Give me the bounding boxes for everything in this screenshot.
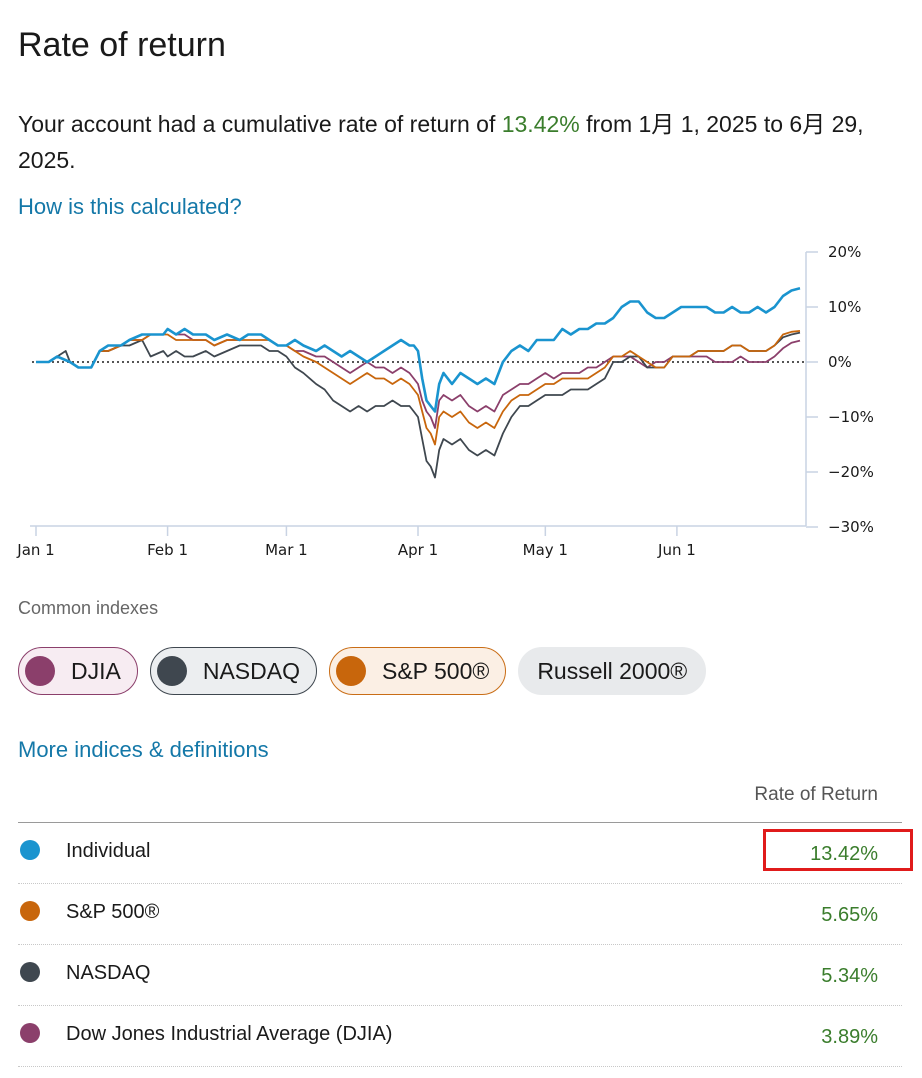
- x-tick-label: Apr 1: [398, 541, 438, 559]
- table-row: NASDAQ 5.34%: [18, 945, 902, 1006]
- more-indices-link[interactable]: More indices & definitions: [18, 737, 269, 762]
- djia-color-dot: [25, 656, 55, 686]
- page-title: Rate of return: [18, 26, 226, 64]
- row-value: 3.89%: [821, 1026, 878, 1048]
- index-pill-group: DJIA NASDAQ S&P 500® Russell 2000®: [18, 647, 707, 695]
- y-tick-label: −30%: [828, 518, 874, 536]
- row-name: Individual: [66, 840, 151, 862]
- y-tick-label: 0%: [828, 353, 852, 371]
- highlight-box: [763, 829, 913, 871]
- sp500-color-dot: [335, 656, 366, 686]
- index-pill-nasdaq[interactable]: NASDAQ: [149, 647, 317, 695]
- row-name: Dow Jones Industrial Average (DJIA): [66, 1023, 393, 1045]
- individual-legend-dot: [20, 840, 40, 860]
- table-row: S&P 500® 5.65%: [18, 884, 902, 945]
- row-name: NASDAQ: [66, 962, 151, 984]
- row-value: 5.34%: [821, 965, 878, 987]
- row-value: 5.65%: [821, 904, 878, 926]
- rate-of-return-table: Rate of Return Individual 13.42% S&P 500…: [18, 778, 913, 1067]
- x-tick-label: May 1: [523, 541, 568, 559]
- y-tick-label: −20%: [828, 463, 874, 481]
- index-pill-label: NASDAQ: [202, 657, 300, 684]
- y-tick-label: 20%: [828, 243, 861, 261]
- how-is-this-calculated-link[interactable]: How is this calculated?: [18, 194, 242, 219]
- rate-of-return-chart: 20% 10% 0% −10% −20% −30% Jan 1 Feb 1 Mar 1 Apr 1…: [16, 243, 874, 559]
- x-tick-label: Jun 1: [657, 541, 696, 559]
- series-line-1: [36, 330, 801, 446]
- table-row: Individual 13.42%: [18, 823, 913, 884]
- djia-legend-dot: [20, 1023, 40, 1043]
- index-pill-label: S&P 500®: [381, 657, 490, 684]
- summary-suffix: from 1月 1, 2025 to 6月 29, 2025.: [18, 111, 864, 173]
- summary-prefix: Your account had a cumulative rate of re…: [18, 111, 502, 137]
- table-header: Rate of Return: [18, 778, 902, 823]
- series-line-0: [36, 287, 801, 413]
- index-pill-sp500[interactable]: S&P 500®: [328, 647, 507, 695]
- sp500-legend-dot: [20, 901, 40, 921]
- return-summary: Your account had a cumulative rate of re…: [18, 106, 898, 178]
- x-tick-label: Feb 1: [147, 541, 188, 559]
- series-line-3: [36, 328, 801, 429]
- index-pill-label: Russell 2000®: [537, 657, 688, 684]
- rate-of-return-column-header: Rate of Return: [754, 784, 878, 805]
- common-indexes-label: Common indexes: [18, 598, 159, 618]
- index-pill-djia[interactable]: DJIA: [18, 647, 138, 695]
- nasdaq-color-dot: [156, 656, 187, 686]
- row-value: 13.42%: [810, 843, 878, 865]
- y-tick-label: 10%: [828, 298, 861, 316]
- nasdaq-legend-dot: [20, 962, 40, 982]
- row-name: S&P 500®: [66, 901, 160, 923]
- summary-return-percent: 13.42%: [501, 111, 580, 137]
- x-tick-label: Jan 1: [16, 541, 54, 559]
- table-row: Dow Jones Industrial Average (DJIA) 3.89…: [18, 1006, 902, 1067]
- index-pill-russell2000[interactable]: Russell 2000®: [518, 647, 707, 695]
- x-tick-label: Mar 1: [265, 541, 308, 559]
- y-tick-label: −10%: [828, 408, 874, 426]
- index-pill-label: DJIA: [71, 657, 121, 684]
